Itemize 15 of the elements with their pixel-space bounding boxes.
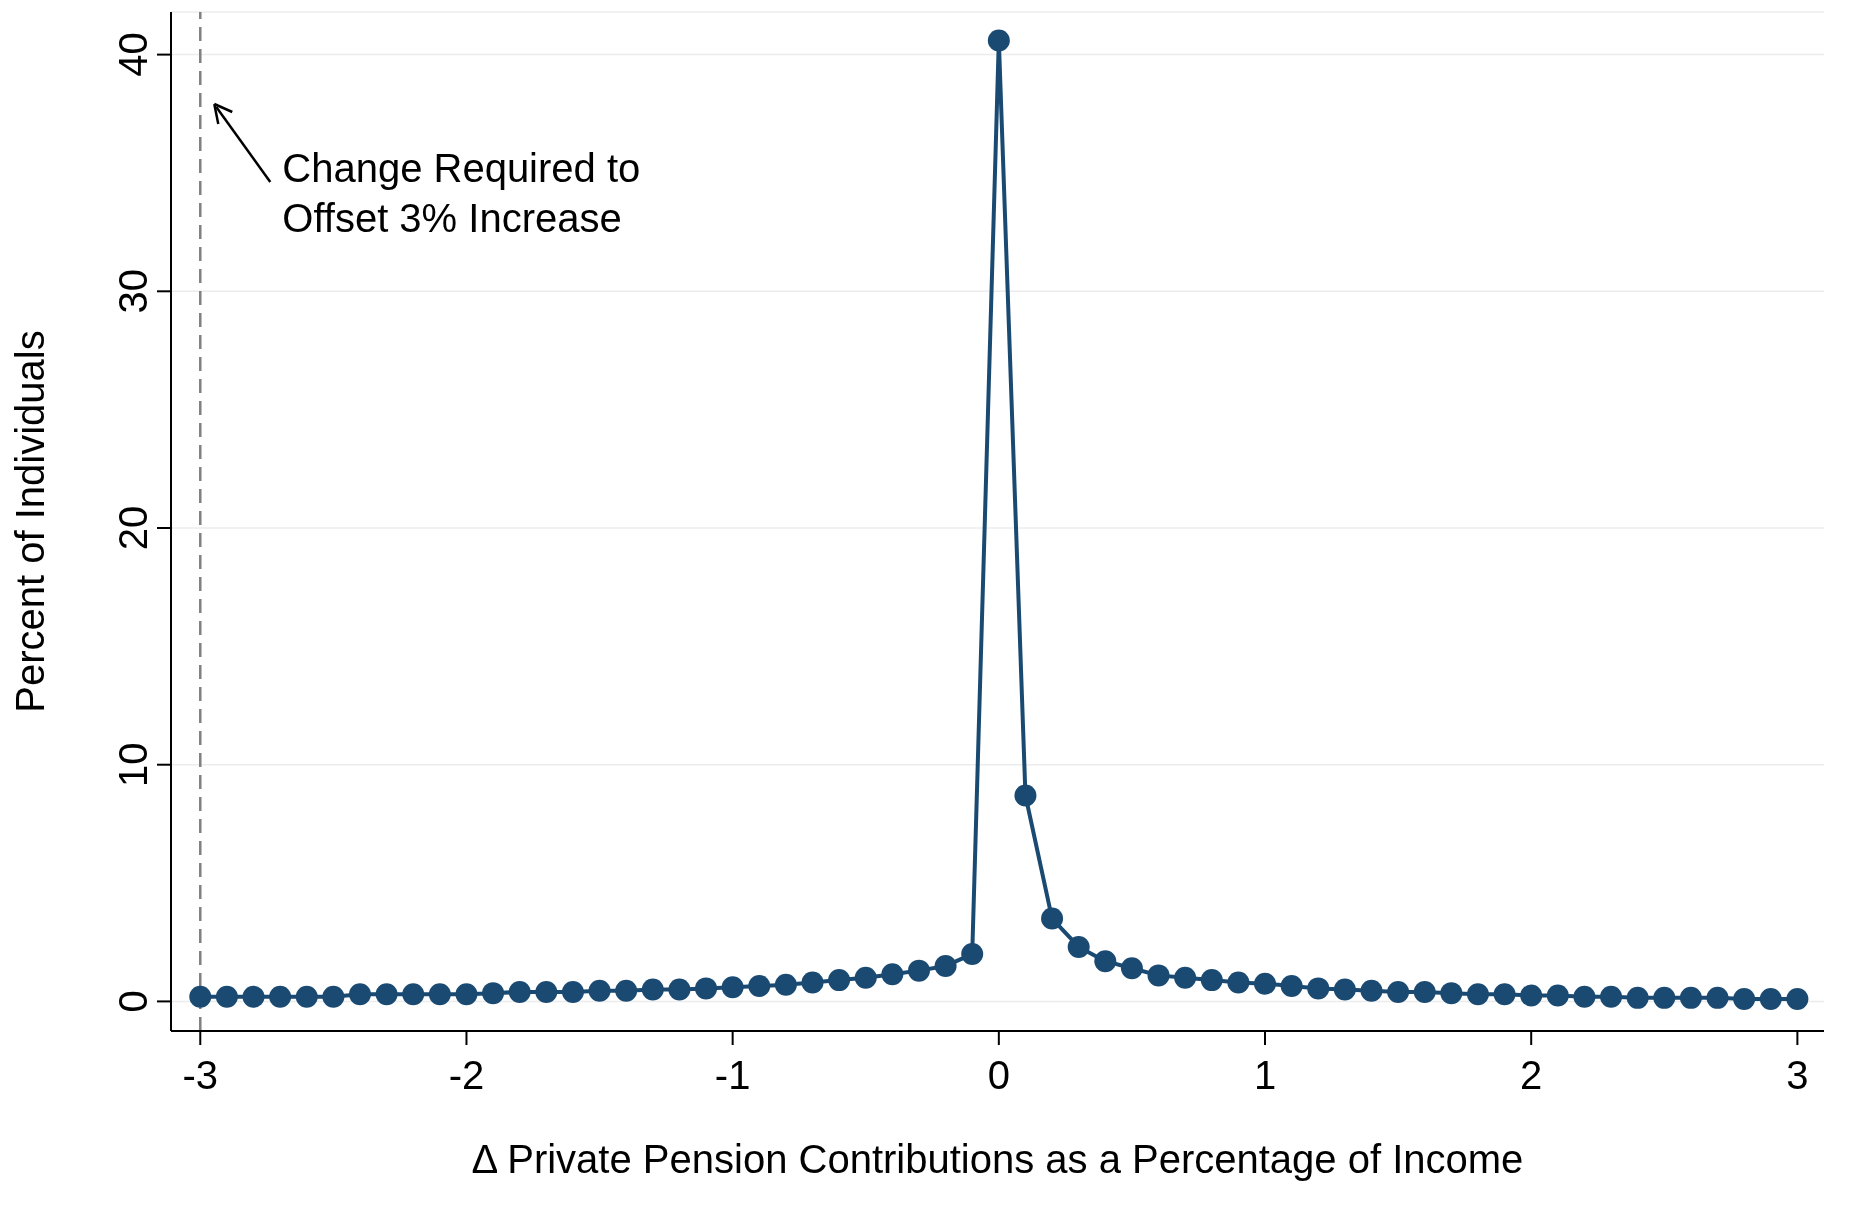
y-tick-label: 0 bbox=[111, 990, 155, 1013]
y-axis-title: Percent of Individuals bbox=[8, 330, 53, 713]
x-tick-label: -3 bbox=[182, 1053, 219, 1098]
x-axis-title: Δ Private Pension Contributions as a Percentage of Income bbox=[471, 1137, 1524, 1181]
x-tick-label: -1 bbox=[714, 1053, 751, 1098]
y-tick-label: 40 bbox=[111, 32, 155, 77]
y-tick-label: 30 bbox=[111, 269, 155, 314]
x-tick-label: 1 bbox=[1253, 1053, 1277, 1098]
x-tick-label: -2 bbox=[448, 1053, 485, 1098]
x-tick-label: 3 bbox=[1786, 1053, 1809, 1098]
ref-line-label: Change Required to Offset 3% Increase bbox=[282, 146, 641, 240]
y-tick-label: 10 bbox=[111, 742, 155, 787]
x-tick-label: 2 bbox=[1520, 1053, 1543, 1098]
x-tick-label: 0 bbox=[987, 1053, 1010, 1098]
y-tick-label: 20 bbox=[111, 505, 155, 551]
